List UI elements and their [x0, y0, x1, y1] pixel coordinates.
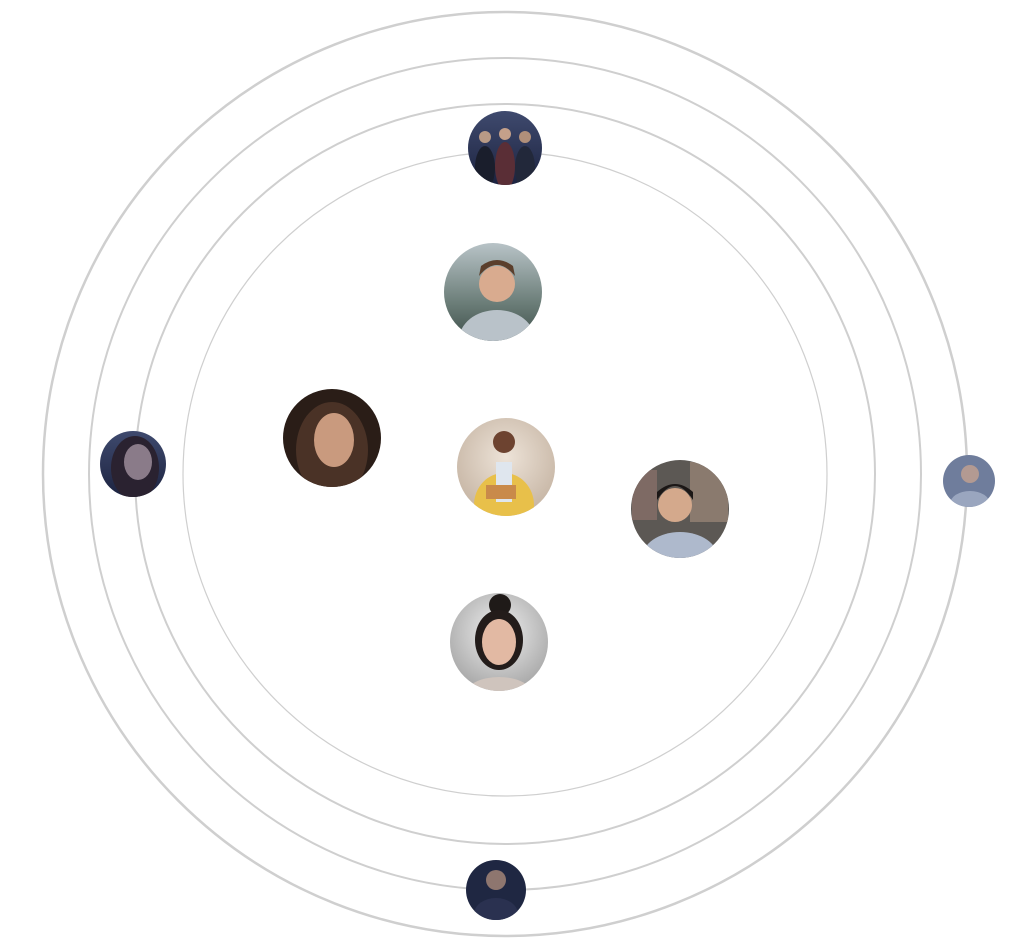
avatar-body	[465, 677, 533, 691]
avatar-tablet	[486, 485, 516, 499]
avatar-head	[493, 431, 515, 453]
avatar-head	[658, 488, 692, 522]
avatar	[450, 593, 548, 691]
avatar-head	[482, 619, 516, 665]
avatar	[100, 431, 166, 497]
avatar-body	[474, 898, 518, 920]
avatar-head	[961, 465, 979, 483]
avatar	[631, 460, 729, 558]
avatar	[457, 418, 555, 516]
avatar-head	[499, 128, 511, 140]
avatar-head	[479, 266, 515, 302]
avatar-body	[459, 310, 535, 341]
avatar	[468, 111, 542, 185]
avatar	[283, 389, 381, 487]
avatar-head	[124, 444, 152, 480]
avatar	[466, 860, 526, 920]
avatar-body	[950, 491, 990, 507]
avatar	[444, 243, 542, 341]
avatar	[943, 455, 995, 507]
avatar-body	[495, 142, 515, 185]
avatar-hair	[489, 594, 511, 616]
avatar-hair	[657, 484, 693, 500]
avatar-hair	[479, 260, 515, 276]
avatar-shelf	[632, 470, 657, 520]
avatar-head	[479, 131, 491, 143]
avatar-body	[642, 532, 718, 558]
avatar-head	[519, 131, 531, 143]
avatar-head	[486, 870, 506, 890]
avatar-head	[314, 413, 354, 467]
avatar-shelf	[690, 462, 728, 522]
avatar-body	[475, 146, 495, 185]
avatar-body	[515, 146, 535, 185]
